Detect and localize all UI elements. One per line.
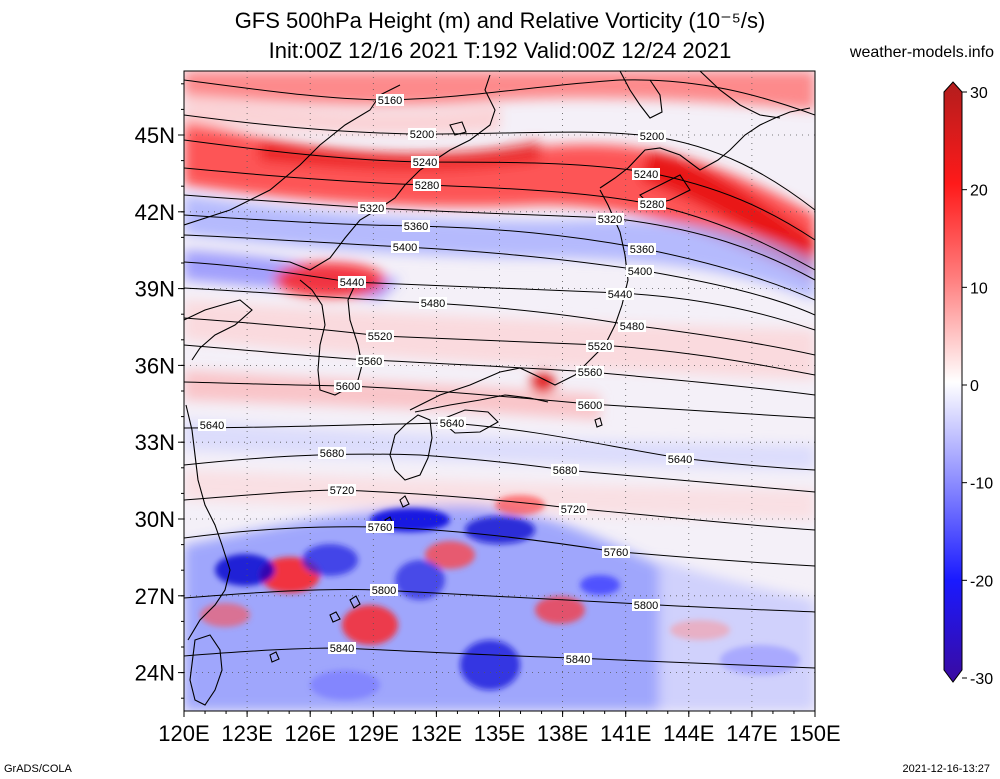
contour-label: 5320	[598, 214, 622, 226]
contour-5520	[184, 317, 815, 376]
contour-5240	[184, 139, 815, 241]
contour-5280	[184, 167, 815, 271]
contour-label: 5240	[413, 157, 437, 169]
contour-label: 5840	[330, 643, 354, 655]
y-tick-label: 45N	[135, 123, 175, 148]
contour-label: 5520	[368, 331, 392, 343]
x-tick-label: 135E	[474, 721, 525, 746]
title-line-2: Init:00Z 12/16 2021 T:192 Valid:00Z 12/2…	[268, 38, 732, 63]
contour-label: 5760	[604, 547, 628, 559]
y-tick-label: 24N	[135, 661, 175, 686]
contour-label: 5720	[561, 504, 585, 516]
contour-label: 5200	[640, 131, 664, 143]
y-tick-label: 39N	[135, 277, 175, 302]
contour-label: 5600	[336, 381, 360, 393]
x-tick-label: 144E	[663, 721, 714, 746]
contour-5400	[184, 234, 815, 316]
contour-label: 5360	[630, 244, 654, 256]
colorbar: 30 20 10 0 -10 -20 -30	[943, 81, 993, 688]
y-tick-label: 42N	[135, 200, 175, 225]
y-tick-label: 33N	[135, 430, 175, 455]
x-tick-label: 138E	[537, 721, 588, 746]
x-tick-label: 123E	[221, 721, 272, 746]
contour-5720	[184, 489, 815, 531]
contour-label: 5400	[393, 242, 417, 254]
title-line-1: GFS 500hPa Height (m) and Relative Vorti…	[234, 8, 766, 33]
contour-label: 5520	[588, 341, 612, 353]
contour-label: 5840	[566, 654, 590, 666]
contour-label: 5680	[320, 448, 344, 460]
contour-label: 5640	[440, 418, 464, 430]
contour-5160	[184, 79, 815, 116]
contour-label: 5640	[668, 454, 692, 466]
contour-5560	[184, 344, 815, 396]
x-tick-label: 141E	[600, 721, 651, 746]
contour-label: 5720	[330, 485, 354, 497]
x-tick-label: 120E	[158, 721, 209, 746]
contour-label: 5560	[358, 356, 382, 368]
colorbar-tick-label: -20	[970, 573, 993, 590]
y-tick-label: 36N	[135, 353, 175, 378]
contour-5320	[184, 194, 815, 281]
contour-label: 5400	[628, 266, 652, 278]
y-tick-label: 30N	[135, 507, 175, 532]
contour-label: 5320	[360, 203, 384, 215]
colorbar-tick-label: 20	[970, 183, 988, 200]
site-label: weather-models.info	[849, 44, 994, 61]
credit-right: 2021-12-16-13:27	[902, 763, 990, 775]
contour-label: 5360	[404, 221, 428, 233]
contour-5800	[184, 588, 815, 613]
contour-label: 5440	[608, 289, 632, 301]
contour-label: 5760	[368, 522, 392, 534]
contour-label: 5560	[578, 367, 602, 379]
height-contours	[184, 79, 815, 669]
x-tick-label: 126E	[285, 721, 336, 746]
contour-5600	[184, 381, 815, 419]
contour-label: 5480	[421, 298, 445, 310]
y-tick-label: 27N	[135, 584, 175, 609]
contour-5640	[184, 422, 815, 471]
x-axis: 120E 123E 126E 129E 132E 135E 138E 141E 144E 147E…	[158, 711, 841, 746]
x-tick-label: 132E	[411, 721, 462, 746]
x-tick-label: 129E	[348, 721, 399, 746]
contour-label: 5680	[553, 465, 577, 477]
x-tick-label: 150E	[789, 721, 840, 746]
contour-5440	[184, 261, 815, 331]
contour-5480	[184, 287, 815, 356]
contour-5360	[184, 214, 815, 301]
contour-label: 5640	[200, 420, 224, 432]
contour-labels: 5160 5200 5200 5240 5240 5280 5280 5320 …	[198, 94, 694, 666]
contour-label: 5800	[634, 600, 658, 612]
colorbar-tick-label: -30	[970, 671, 993, 688]
contour-label: 5200	[410, 129, 434, 141]
contour-5760	[184, 526, 815, 567]
contour-label: 5480	[620, 321, 644, 333]
contour-label: 5440	[340, 277, 364, 289]
y-axis: 24N 27N 30N 33N 36N 39N 42N 45N	[135, 83, 184, 699]
contour-5680	[184, 453, 815, 493]
contour-label: 5240	[634, 169, 658, 181]
contour-label: 5280	[640, 199, 664, 211]
contour-label: 5160	[378, 95, 402, 107]
colorbar-tick-label: -10	[970, 476, 993, 493]
x-tick-label: 147E	[726, 721, 777, 746]
colorbar-ticks: 30 20 10 0 -10 -20 -30	[962, 85, 993, 688]
contour-label: 5280	[415, 180, 439, 192]
colorbar-ramp	[943, 81, 963, 683]
contour-5840	[184, 647, 815, 669]
contour-5200	[184, 114, 815, 211]
colorbar-tick-label: 10	[970, 280, 988, 297]
credit-left: GrADS/COLA	[4, 763, 72, 775]
colorbar-tick-label: 30	[970, 85, 988, 102]
contour-label: 5600	[578, 400, 602, 412]
colorbar-tick-label: 0	[970, 378, 979, 395]
contour-label: 5800	[372, 585, 396, 597]
